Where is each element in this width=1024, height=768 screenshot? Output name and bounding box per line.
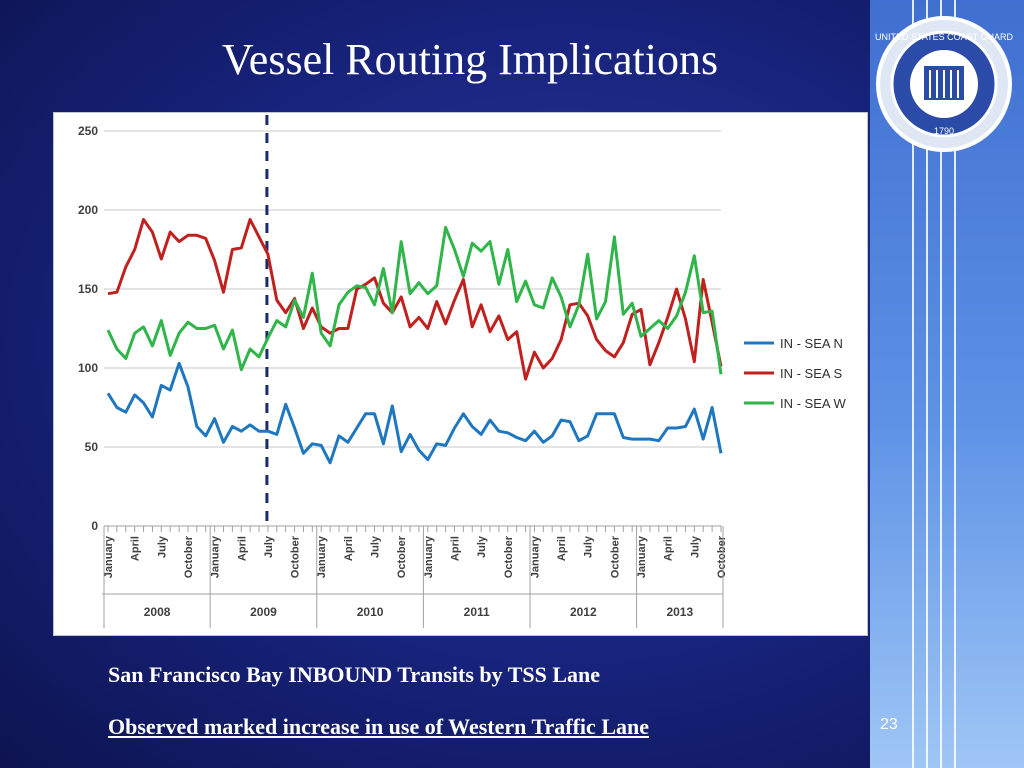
x-month-label: July bbox=[476, 535, 488, 558]
x-month-label: April bbox=[130, 536, 142, 561]
x-month-label: October bbox=[609, 535, 621, 578]
x-month-label: April bbox=[449, 536, 461, 561]
legend-label: IN - SEA S bbox=[780, 366, 842, 381]
y-tick-label: 50 bbox=[85, 440, 99, 454]
x-month-label: January bbox=[423, 535, 435, 578]
coast-guard-seal-logo: UNITED STATES COAST GUARD 1790 bbox=[875, 16, 1014, 152]
year-label: 2008 bbox=[144, 605, 171, 619]
series-line-in-sea-s bbox=[107, 218, 723, 381]
y-tick-label: 0 bbox=[91, 519, 98, 533]
y-tick-label: 200 bbox=[78, 203, 98, 217]
y-tick-label: 100 bbox=[78, 361, 98, 375]
x-month-label: April bbox=[236, 536, 248, 561]
line-chart: 0 50 100 150 200 250 January April July October Ja… bbox=[78, 115, 846, 628]
caption-western-lane: Observed marked increase in use of Weste… bbox=[108, 714, 649, 739]
year-label: 2012 bbox=[570, 605, 597, 619]
svg-text:1790: 1790 bbox=[934, 126, 954, 136]
caption-inbound-transits: San Francisco Bay INBOUND Transits by TS… bbox=[108, 662, 601, 687]
series-line-in-sea-w bbox=[106, 225, 723, 375]
x-month-label: July bbox=[263, 535, 275, 558]
x-month-label: January bbox=[316, 535, 328, 578]
year-label: 2013 bbox=[666, 605, 693, 619]
x-month-label: October bbox=[290, 535, 302, 578]
y-tick-label: 250 bbox=[78, 124, 98, 138]
slide-number: 23 bbox=[880, 716, 898, 733]
x-month-label: April bbox=[663, 536, 675, 561]
x-month-label: January bbox=[529, 535, 541, 578]
x-month-label: July bbox=[370, 535, 382, 558]
x-month-label: July bbox=[689, 535, 701, 558]
x-month-label: October bbox=[396, 535, 408, 578]
legend-label: IN - SEA W bbox=[780, 396, 846, 411]
chart-panel: 0 50 100 150 200 250 January April July October Ja… bbox=[53, 112, 868, 636]
x-month-label: October bbox=[716, 535, 728, 578]
year-label: 2009 bbox=[250, 605, 277, 619]
x-month-label: January bbox=[210, 535, 222, 578]
y-tick-label: 150 bbox=[78, 282, 98, 296]
year-label: 2011 bbox=[464, 605, 490, 619]
series-line-in-sea-n bbox=[106, 361, 723, 465]
legend-label: IN - SEA N bbox=[780, 336, 843, 351]
year-label: 2010 bbox=[357, 605, 384, 619]
svg-text:UNITED STATES COAST GUARD: UNITED STATES COAST GUARD bbox=[875, 32, 1014, 42]
x-month-label: January bbox=[636, 535, 648, 578]
x-month-label: July bbox=[583, 535, 595, 558]
x-month-label: October bbox=[183, 535, 195, 578]
x-month-label: October bbox=[503, 535, 515, 578]
x-month-label: January bbox=[103, 535, 115, 578]
x-month-label: July bbox=[156, 535, 168, 558]
x-month-label: April bbox=[343, 536, 355, 561]
x-month-label: April bbox=[556, 536, 568, 561]
slide-title: Vessel Routing Implications bbox=[221, 35, 719, 84]
